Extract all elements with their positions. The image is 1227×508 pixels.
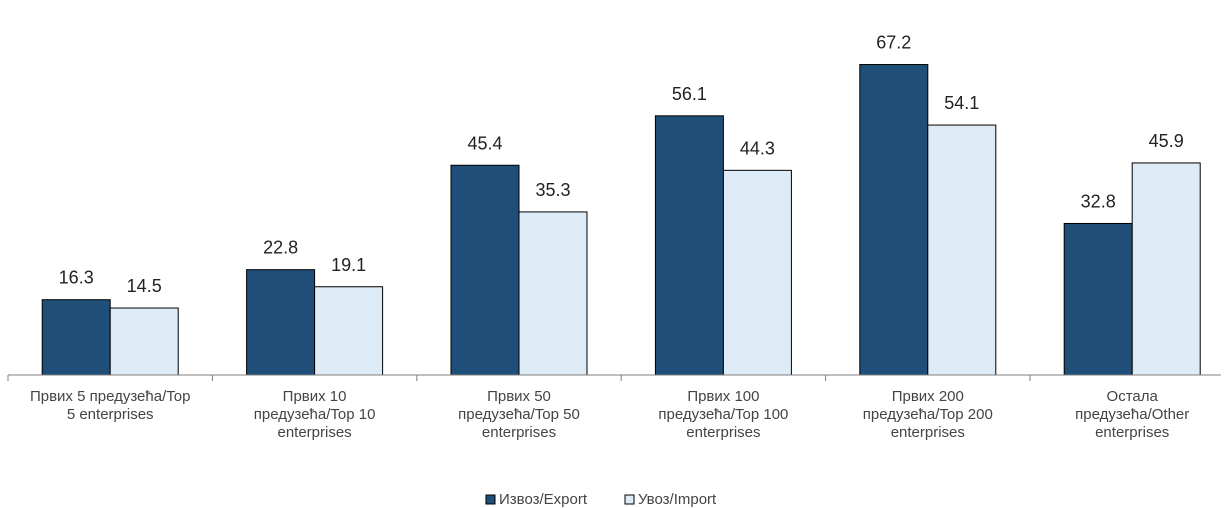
category-label-line: Првих 200: [892, 388, 964, 405]
bar-import: [314, 286, 384, 376]
category-label: Првих 200 предузећа/Top 200 enterprises: [863, 388, 993, 441]
bar-export: [654, 115, 724, 376]
category-label: Првих 5 предузећа/Top 5 enterprises: [30, 388, 190, 423]
category-label-line: enterprises: [686, 424, 760, 441]
data-label-export: 16.3: [59, 268, 94, 288]
category-label-line: enterprises: [277, 424, 351, 441]
value-labels-layer: 16.3 14.5 22.8 19.1 45.4 35.3 56.1 44.3 67.2 54.1…: [59, 33, 1184, 296]
bar-import: [1131, 162, 1201, 376]
category-label: Првих 10 предузећа/Top 10 enterprises: [254, 388, 376, 441]
data-label-import: 54.1: [944, 93, 979, 113]
category-label-line: предузећа/Top 50: [458, 406, 580, 423]
category-label-line: 5 enterprises: [67, 406, 154, 423]
x-axis-ticks: [7, 375, 1031, 381]
data-label-export: 56.1: [672, 84, 707, 104]
bar-export: [859, 64, 929, 376]
data-label-export: 45.4: [467, 133, 502, 153]
legend-label-import: Увоз/Import: [638, 491, 717, 508]
category-label: Остала предузећа/Other enterprises: [1075, 388, 1189, 441]
bar-import: [927, 124, 997, 376]
bars-layer: [41, 64, 1201, 376]
bar-export: [450, 164, 520, 376]
data-label-import: 19.1: [331, 255, 366, 275]
bar-export: [246, 269, 316, 376]
bar-import: [109, 307, 179, 376]
category-label-line: предузећа/Top 100: [658, 406, 788, 423]
bar-import: [518, 211, 588, 376]
data-label-export: 22.8: [263, 238, 298, 258]
category-label-line: Првих 100: [687, 388, 759, 405]
bar-import: [722, 169, 792, 376]
legend-label-export: Извоз/Export: [499, 491, 588, 508]
legend-swatch-export: [485, 494, 496, 505]
category-label-line: предузећа/Other: [1075, 406, 1189, 423]
category-label-line: предузећа/Top 10: [254, 406, 376, 423]
bar-export: [1063, 222, 1133, 376]
category-label-line: enterprises: [891, 424, 965, 441]
bar-export: [41, 299, 111, 376]
category-labels-layer: Првих 5 предузећа/Top 5 enterprisesПрвих …: [30, 388, 1189, 441]
legend: Извоз/Export Увоз/Import: [485, 491, 717, 508]
category-label-line: enterprises: [482, 424, 556, 441]
data-label-import: 45.9: [1149, 131, 1184, 151]
category-label: Првих 100 предузећа/Top 100 enterprises: [658, 388, 788, 441]
category-label-line: Првих 10: [283, 388, 347, 405]
category-label-line: предузећа/Top 200: [863, 406, 993, 423]
category-label-line: enterprises: [1095, 424, 1169, 441]
data-label-import: 14.5: [127, 276, 162, 296]
category-label-line: Првих 50: [487, 388, 551, 405]
data-label-export: 67.2: [876, 33, 911, 53]
category-label-line: Првих 5 предузећа/Top: [30, 388, 190, 405]
category-label-line: Остала: [1107, 388, 1159, 405]
data-label-import: 44.3: [740, 138, 775, 158]
category-label: Првих 50 предузећа/Top 50 enterprises: [458, 388, 580, 441]
data-label-export: 32.8: [1081, 191, 1116, 211]
legend-swatch-import: [624, 494, 635, 505]
data-label-import: 35.3: [535, 180, 570, 200]
